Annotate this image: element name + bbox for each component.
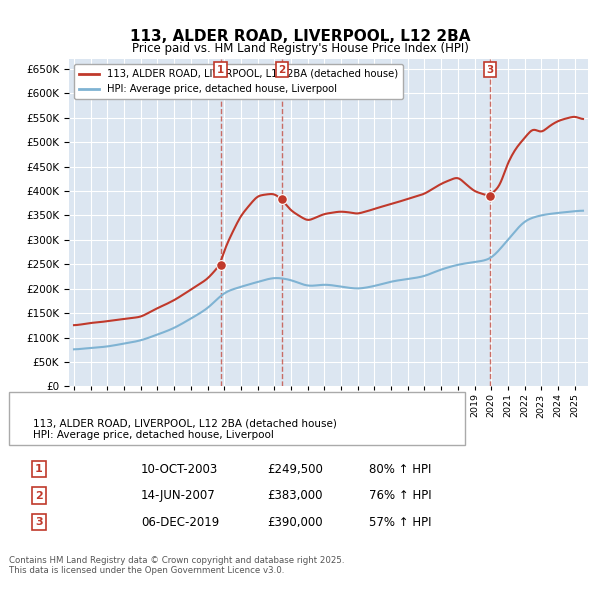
Text: £390,000: £390,000 (267, 516, 323, 529)
Text: Price paid vs. HM Land Registry's House Price Index (HPI): Price paid vs. HM Land Registry's House … (131, 42, 469, 55)
Text: 80% ↑ HPI: 80% ↑ HPI (369, 463, 431, 476)
Text: 3: 3 (486, 65, 493, 75)
Text: 113, ALDER ROAD, LIVERPOOL, L12 2BA: 113, ALDER ROAD, LIVERPOOL, L12 2BA (130, 29, 470, 44)
Text: 1: 1 (35, 464, 43, 474)
Text: 113, ALDER ROAD, LIVERPOOL, L12 2BA (detached house): 113, ALDER ROAD, LIVERPOOL, L12 2BA (det… (33, 419, 337, 428)
Text: HPI: Average price, detached house, Liverpool: HPI: Average price, detached house, Live… (33, 431, 274, 440)
Text: 3: 3 (35, 517, 43, 527)
Text: 2: 2 (35, 491, 43, 500)
Text: Contains HM Land Registry data © Crown copyright and database right 2025.
This d: Contains HM Land Registry data © Crown c… (9, 556, 344, 575)
Legend: 113, ALDER ROAD, LIVERPOOL, L12 2BA (detached house), HPI: Average price, detach: 113, ALDER ROAD, LIVERPOOL, L12 2BA (det… (74, 64, 403, 99)
Text: 76% ↑ HPI: 76% ↑ HPI (369, 489, 431, 502)
Text: 06-DEC-2019: 06-DEC-2019 (141, 516, 219, 529)
Text: 14-JUN-2007: 14-JUN-2007 (141, 489, 216, 502)
Text: £383,000: £383,000 (267, 489, 323, 502)
Text: 2: 2 (278, 65, 286, 75)
Text: 57% ↑ HPI: 57% ↑ HPI (369, 516, 431, 529)
Text: 1: 1 (217, 65, 224, 75)
Text: £249,500: £249,500 (267, 463, 323, 476)
Text: 10-OCT-2003: 10-OCT-2003 (141, 463, 218, 476)
